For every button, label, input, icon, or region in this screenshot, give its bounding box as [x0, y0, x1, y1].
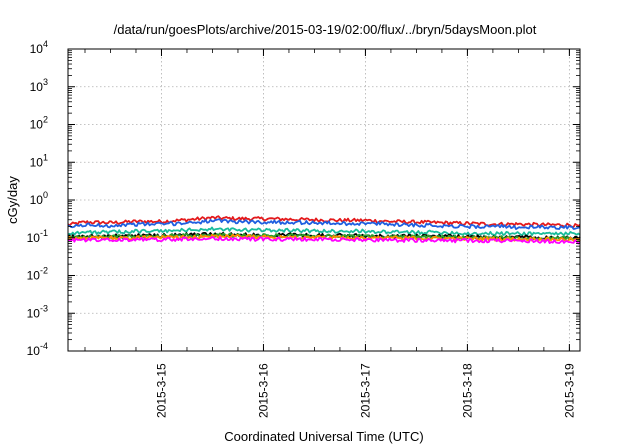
x-tick-label: 2015-3-19 — [562, 363, 576, 418]
y-tick-label: 100 — [30, 190, 48, 207]
y-tick-label: 104 — [30, 39, 48, 56]
y-tick-label: 102 — [30, 115, 48, 132]
y-tick-label: 101 — [30, 152, 48, 169]
grid — [68, 49, 580, 351]
y-tick-label: 10-3 — [27, 303, 48, 320]
y-tick-label: 103 — [30, 77, 48, 94]
x-tick-label: 2015-3-18 — [460, 363, 474, 418]
series-line — [67, 218, 581, 230]
series-line — [67, 215, 581, 228]
series-line — [67, 226, 581, 237]
x-tick-label: 2015-3-17 — [358, 363, 372, 418]
y-tick-label: 10-1 — [27, 228, 48, 245]
x-axis-ticks: 2015-3-15 2015-3-16 2015-3-17 2015-3-18 2015… — [84, 49, 576, 418]
series-line — [67, 236, 581, 245]
y-axis-ticks: 10-4 10-3 10-2 10-1 100 101 102 103 104 — [27, 39, 580, 358]
chart-title: /data/run/goesPlots/archive/2015-03-19/0… — [114, 22, 537, 37]
x-tick-label: 2015-3-15 — [154, 363, 168, 418]
y-axis-label: cGy/day — [5, 176, 20, 224]
x-axis-label: Coordinated Universal Time (UTC) — [224, 429, 423, 444]
x-tick-label: 2015-3-16 — [256, 363, 270, 418]
y-tick-label: 10-4 — [27, 341, 48, 358]
y-tick-label: 10-2 — [27, 266, 48, 283]
series-group — [67, 215, 581, 245]
